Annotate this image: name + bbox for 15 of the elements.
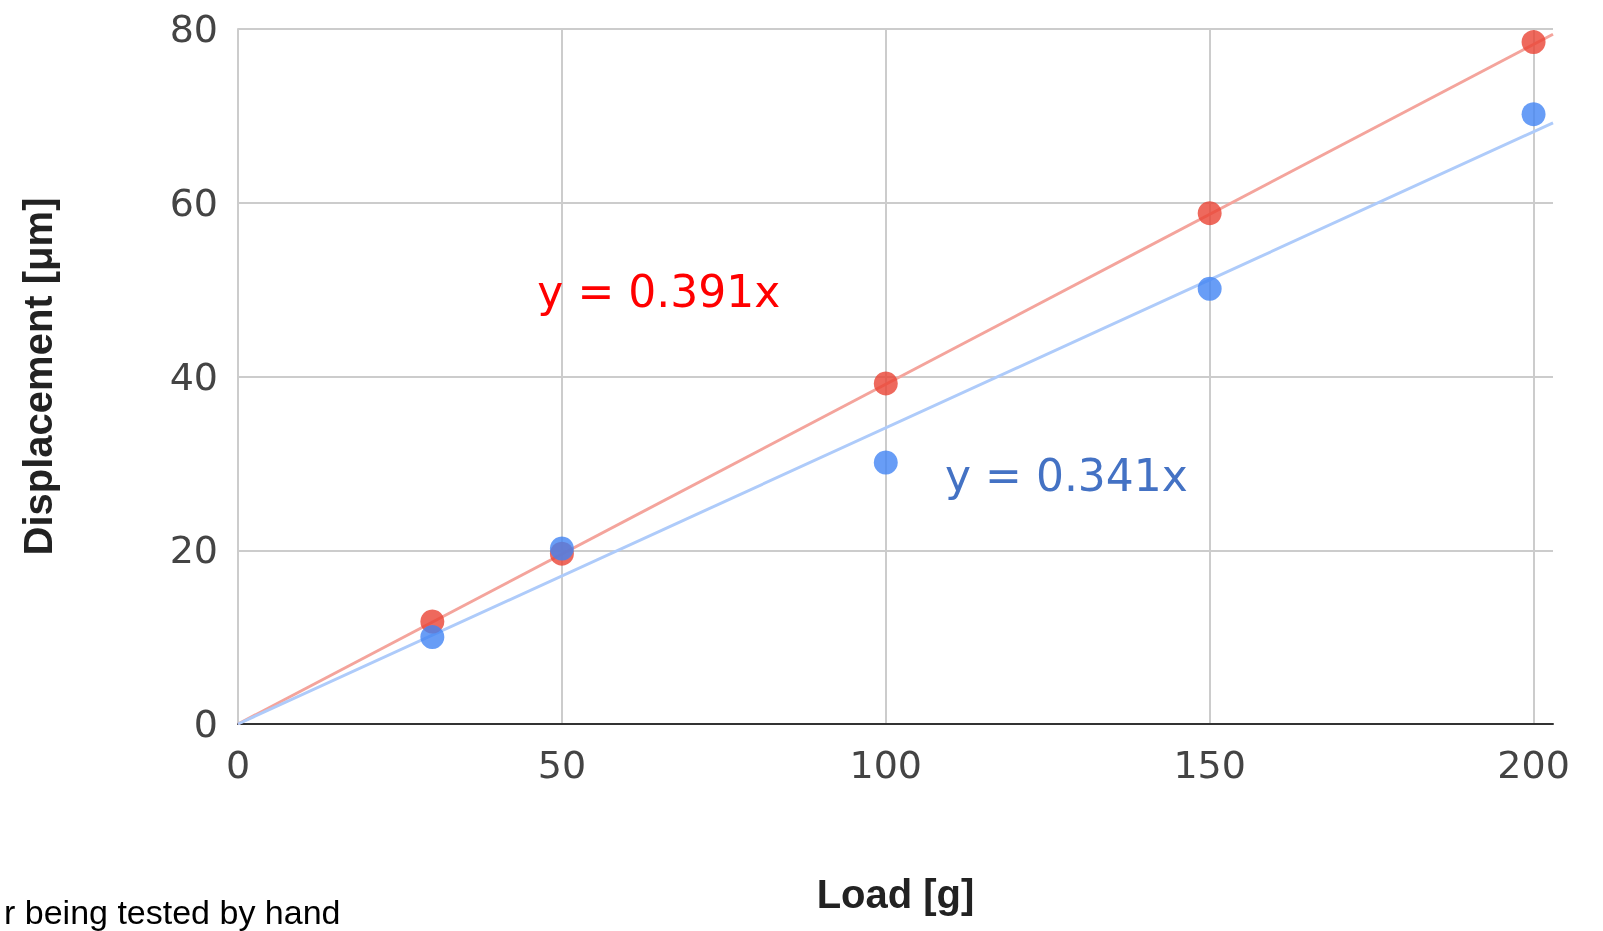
y-tick-label: 20 — [169, 528, 218, 573]
x-axis-title: Load [g] — [816, 872, 975, 916]
x-tick-label: 0 — [225, 743, 251, 787]
y-tick-label: 40 — [169, 354, 218, 399]
x-tick-label: 150 — [1173, 743, 1246, 787]
series-label: y = 0.341x — [945, 449, 1188, 501]
x-tick-label: 200 — [1497, 743, 1570, 787]
text: y = 0.391x — [537, 265, 781, 317]
x-tick-label: 100 — [849, 743, 923, 787]
x-tick-label: 50 — [537, 743, 587, 787]
y-tick-label: 0 — [193, 702, 218, 746]
y-tick-label: 60 — [169, 180, 218, 225]
y-tick-label: 80 — [169, 7, 218, 51]
y-axis-title: Displacement [μm] — [16, 197, 60, 556]
text: r being tested by hand — [4, 893, 341, 931]
